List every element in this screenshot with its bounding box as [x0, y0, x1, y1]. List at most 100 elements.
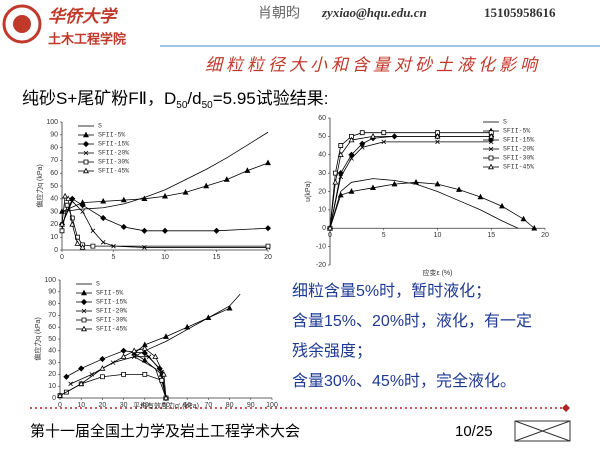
marker: [349, 156, 354, 161]
marker: [338, 174, 344, 180]
x-tick-label: 15: [213, 254, 221, 261]
marker: [337, 151, 344, 157]
marker: [78, 365, 85, 372]
y-tick-label: 30: [318, 170, 326, 177]
marker: [100, 374, 105, 380]
legend-marker: [488, 155, 494, 161]
x-tick-label: 5: [382, 232, 386, 239]
marker: [265, 243, 271, 249]
legend-label: S: [503, 119, 507, 126]
marker: [531, 224, 538, 231]
legend-label: S: [96, 281, 100, 288]
marker: [120, 347, 127, 354]
y-tick-label: 0: [322, 225, 326, 232]
marker: [142, 371, 148, 377]
legend-label: SFII-30%: [503, 155, 534, 162]
series-line: [329, 135, 492, 229]
marker: [223, 176, 230, 182]
y-tick-label: 10: [318, 207, 326, 214]
marker: [327, 224, 333, 231]
series-line: [329, 135, 492, 229]
y-tick-label: 80: [50, 144, 58, 151]
marker: [74, 240, 81, 246]
marker: [435, 139, 440, 145]
marker: [79, 244, 86, 250]
y-tick-label: 50: [48, 336, 56, 343]
marker: [332, 178, 339, 185]
x-tick-label: 60: [183, 402, 191, 409]
marker: [59, 221, 65, 227]
series-line: [70, 356, 167, 399]
note: 含量15%、20%时，液化，有一定: [292, 312, 532, 330]
author: 肖朝昀: [258, 5, 300, 21]
marker: [79, 202, 86, 209]
marker: [435, 130, 440, 136]
legend-marker: [83, 131, 89, 138]
marker: [359, 130, 365, 136]
y-tick-label: 10: [48, 383, 56, 390]
x-tick-label: 10: [77, 402, 85, 409]
y-tick-label: 30: [50, 208, 58, 215]
x-tick-label: 10: [161, 254, 169, 261]
page-number: 10/25: [455, 423, 493, 440]
x-tick-label: 0: [58, 402, 62, 409]
legend-marker: [488, 146, 494, 152]
y-tick-label: 0: [54, 247, 58, 254]
y-tick-label: -20: [316, 262, 326, 269]
phone: 15105958616: [484, 5, 556, 20]
marker: [160, 371, 167, 377]
legend-marker: [81, 317, 87, 323]
x-tick-label: 80: [226, 402, 234, 409]
marker: [244, 167, 251, 173]
marker: [152, 353, 159, 359]
marker: [75, 234, 80, 240]
y-tick-label: 50: [318, 133, 326, 140]
heading-part: 纯砂S+尾矿粉FⅡ，D: [22, 89, 176, 108]
marker: [159, 377, 165, 383]
legend-marker: [83, 167, 89, 174]
y-tick-label: 100: [44, 277, 56, 284]
marker: [488, 130, 494, 136]
y-tick-label: 90: [50, 132, 58, 139]
x-tick-label: 30: [120, 402, 128, 409]
marker: [141, 345, 148, 351]
x-tick-label: 50: [162, 402, 170, 409]
note: 残余强度；: [292, 341, 372, 360]
marker: [203, 182, 210, 189]
legend-label: SFII-15%: [503, 137, 534, 144]
marker: [265, 159, 271, 166]
y-tick-label: 30: [48, 359, 56, 366]
legend-marker: [81, 289, 87, 296]
legend-marker: [82, 140, 90, 148]
x-axis-label: 应变ε (%): [423, 268, 453, 277]
marker: [59, 228, 65, 234]
marker: [488, 139, 494, 145]
series-line: [329, 178, 519, 229]
y-tick-label: 20: [48, 371, 56, 378]
marker: [370, 184, 376, 191]
marker: [69, 221, 76, 227]
marker: [477, 193, 484, 200]
series-line: [66, 350, 167, 399]
note: 含量30%、45%时，完全液化。: [292, 372, 516, 390]
legend-label: S: [98, 123, 102, 130]
legend-label: SFII-15%: [96, 299, 127, 306]
legend-label: SFII-20%: [503, 146, 534, 153]
legend-label: SFII-5%: [96, 290, 123, 297]
legend-marker: [81, 308, 87, 314]
legend-marker: [83, 150, 89, 156]
series-line: [133, 307, 230, 399]
y-tick-label: 100: [46, 119, 58, 126]
marker: [381, 139, 387, 145]
legend-label: SFII-20%: [96, 308, 127, 315]
marker: [338, 143, 344, 148]
legend-label: SFII-5%: [98, 132, 125, 139]
legend-label: SFII-45%: [96, 326, 127, 333]
marker: [161, 227, 169, 234]
marker: [68, 381, 73, 387]
marker: [80, 209, 85, 214]
marker: [120, 196, 127, 203]
y-tick-label: 10: [50, 234, 58, 241]
